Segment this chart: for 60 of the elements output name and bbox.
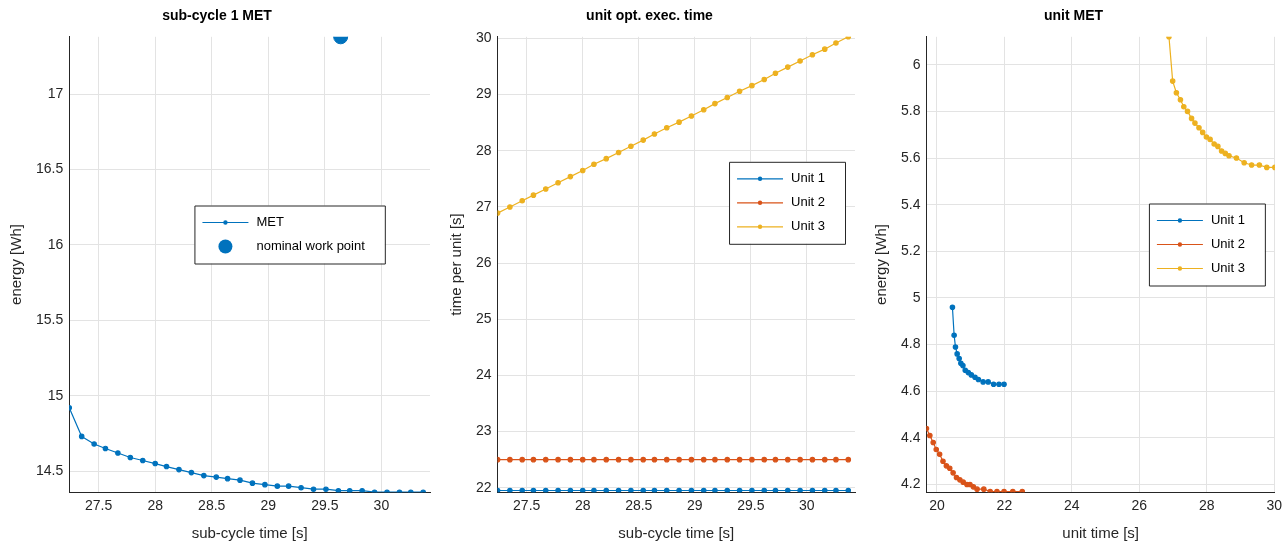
y-tick-label: 4.4	[900, 428, 921, 445]
y-axis-title: time per unit [s]	[447, 213, 465, 316]
y-tick-label: 5	[912, 288, 921, 305]
legend-label: Unit 1	[1210, 212, 1245, 228]
y-axis-title: energy [Wh]	[872, 224, 890, 305]
x-axis-title: sub-cycle time [s]	[191, 524, 308, 542]
y-tick-label: 5.8	[900, 102, 921, 119]
x-tick-label: 29	[686, 497, 703, 514]
y-tick-label: 16	[47, 235, 64, 252]
y-tick-label: 5.6	[900, 148, 921, 165]
x-axis-title: unit time [s]	[1062, 524, 1140, 542]
x-axis-title: sub-cycle time [s]	[618, 524, 735, 542]
legend-label: Unit 3	[791, 218, 826, 234]
x-tick-label: 30	[373, 497, 390, 514]
y-tick-label: 6	[912, 55, 921, 72]
y-tick-label: 23	[475, 422, 492, 439]
chart-title: unit MET	[1043, 7, 1104, 24]
legend-label: Unit 3	[1210, 260, 1245, 276]
y-tick-label: 22	[475, 478, 492, 495]
x-tick-label: 24	[1064, 497, 1080, 514]
y-tick-label: 4.6	[900, 382, 921, 399]
x-tick-label: 27.5	[85, 497, 113, 514]
x-tick-label: 28	[147, 497, 164, 514]
y-axis-title: energy [Wh]	[7, 224, 25, 305]
legend-label: Unit 2	[1210, 236, 1245, 252]
legend-label: nominal work point	[256, 238, 366, 254]
y-tick-label: 4.8	[900, 335, 921, 352]
x-tick-label: 29.5	[737, 497, 765, 514]
x-tick-label: 28	[1198, 497, 1215, 514]
x-tick-label: 22	[996, 497, 1013, 514]
y-tick-label: 15	[47, 386, 64, 403]
y-tick-label: 17	[47, 84, 64, 101]
y-tick-label: 15.5	[36, 311, 64, 328]
x-tick-label: 27.5	[513, 497, 541, 514]
x-tick-label: 28.5	[625, 497, 653, 514]
y-tick-label: 16.5	[36, 160, 64, 177]
y-tick-label: 4.2	[900, 475, 921, 492]
x-tick-label: 26	[1131, 497, 1148, 514]
x-tick-label: 28.5	[198, 497, 226, 514]
x-tick-label: 20	[929, 497, 945, 514]
chart-title: unit opt. exec. time	[586, 7, 714, 24]
x-tick-label: 30	[799, 497, 815, 514]
y-tick-label: 24	[475, 366, 492, 383]
chart-title: sub-cycle 1 MET	[162, 7, 273, 24]
x-tick-label: 30	[1266, 497, 1283, 514]
y-tick-label: 5.2	[900, 242, 921, 259]
y-tick-label: 25	[475, 310, 492, 327]
y-tick-label: 14.5	[36, 461, 64, 478]
legend-label: MET	[256, 214, 284, 230]
x-tick-label: 29	[260, 497, 277, 514]
y-tick-label: 30	[475, 29, 492, 46]
x-tick-label: 29.5	[311, 497, 339, 514]
legend-label: Unit 2	[791, 194, 826, 210]
y-tick-label: 26	[475, 253, 492, 270]
legend-label: Unit 1	[791, 170, 826, 186]
y-tick-label: 27	[475, 197, 492, 214]
x-tick-label: 28	[574, 497, 591, 514]
y-tick-label: 29	[475, 85, 492, 102]
y-tick-label: 5.4	[900, 195, 921, 212]
y-tick-label: 28	[475, 141, 492, 158]
